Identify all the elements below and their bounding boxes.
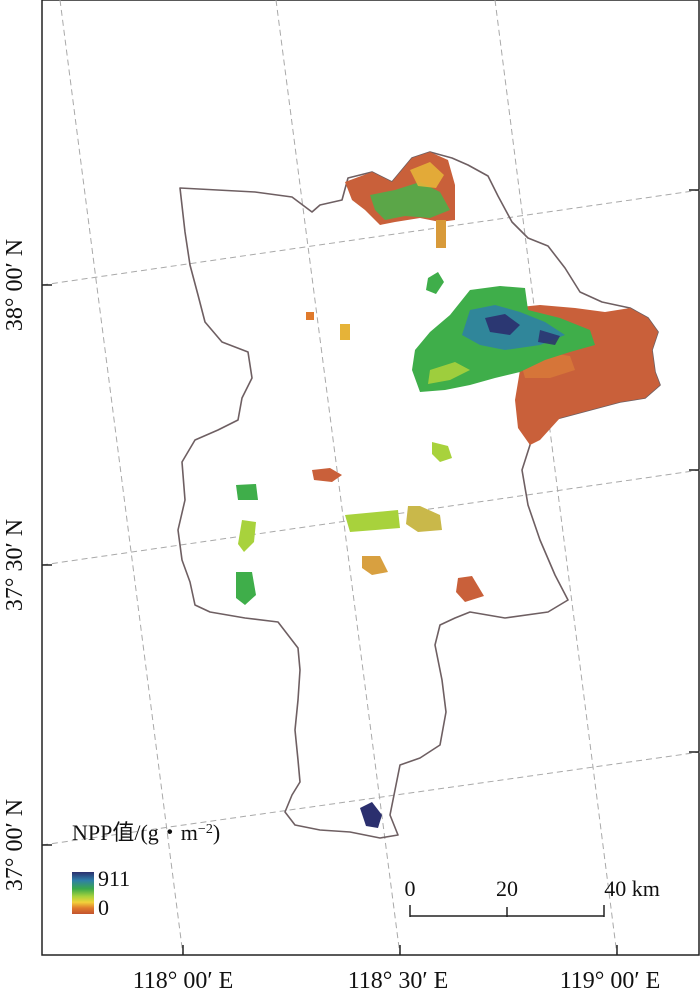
npp-raster	[236, 152, 660, 828]
npp-patch-small-8	[236, 572, 256, 605]
meridian-119-00	[494, 0, 618, 955]
scale-bar: 0 20 40 km	[405, 876, 660, 917]
npp-patch-small-5	[312, 468, 342, 482]
npp-patch-small-4	[432, 442, 452, 462]
npp-patch-small-1	[426, 272, 444, 294]
region-boundary	[177, 151, 661, 839]
npp-patch-small-7	[238, 520, 256, 552]
lat-label-37-00: 37° 00′ N	[2, 799, 28, 891]
meridian-118-00	[59, 0, 184, 955]
lon-label-119-00: 119° 00′ E	[560, 968, 661, 994]
npp-patch-north-yellow	[410, 162, 444, 188]
lon-label-118-00: 118° 00′ E	[133, 968, 234, 994]
legend-color-ramp	[72, 872, 94, 914]
npp-patch-central-yellow	[428, 362, 470, 384]
scale-label-0: 0	[405, 876, 416, 901]
legend: NPP值/(g・m−2) 911 0	[72, 820, 220, 920]
scale-label-40km: 40 km	[604, 876, 660, 901]
npp-patch-small-13	[360, 802, 382, 828]
legend-title-superscript: −2	[198, 822, 213, 837]
npp-patch-small-3	[306, 312, 314, 320]
npp-patch-small-11	[362, 556, 388, 575]
frame-ticks	[42, 189, 699, 955]
npp-patch-north-strip	[436, 220, 446, 248]
lat-label-37-30: 37° 30′ N	[2, 519, 28, 611]
parallel-37-00	[42, 751, 700, 846]
npp-patch-north-green	[370, 182, 450, 220]
npp-patch-small-10	[406, 506, 442, 532]
npp-patch-central-dark	[485, 314, 520, 335]
npp-patch-central-dark-2	[538, 330, 560, 345]
legend-title: NPP值/(g・m−2)	[72, 820, 220, 845]
map-frame	[41, 0, 700, 956]
npp-patch-small-2	[340, 324, 350, 340]
scale-label-20: 20	[496, 876, 518, 901]
npp-patch-small-12	[456, 576, 484, 602]
parallel-38-00	[42, 189, 700, 286]
npp-patch-small-6	[236, 484, 258, 500]
npp-patch-small-9	[345, 510, 400, 532]
legend-min-label: 0	[98, 895, 109, 920]
legend-max-label: 911	[98, 866, 130, 891]
lat-label-38-00: 38° 00′ N	[2, 239, 28, 331]
lon-label-118-30: 118° 30′ E	[348, 968, 449, 994]
